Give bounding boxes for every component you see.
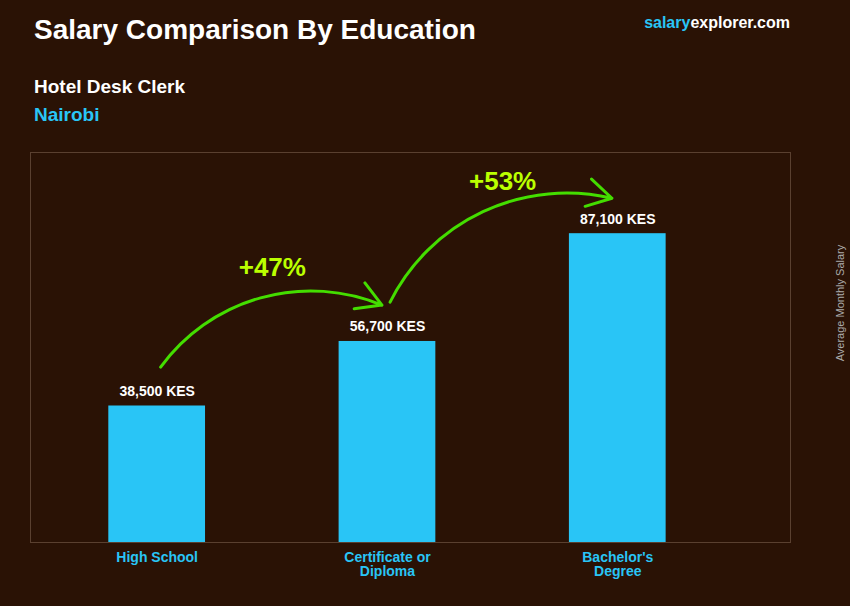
svg-text:87,100 KES: 87,100 KES: [580, 211, 656, 227]
html-text:Nairobi: Nairobi: [34, 104, 100, 125]
svg-text:Bachelor'sDegree: Bachelor'sDegree: [582, 549, 653, 579]
html-text:Average Monthly Salary: Average Monthly Salary: [834, 244, 846, 362]
svg-text:56,700 KES: 56,700 KES: [350, 318, 426, 334]
svg-text:+47%: +47%: [239, 252, 306, 282]
svg-text:38,500 KES: 38,500 KES: [119, 383, 195, 399]
svg-text:Certificate orDiploma: Certificate orDiploma: [344, 549, 431, 579]
svg-text:+53%: +53%: [469, 166, 536, 196]
svg-text:High School: High School: [116, 549, 198, 565]
html-text:salary explorer.com: salary explorer.com: [644, 14, 790, 31]
html-text:Salary Comparison By Education: Salary Comparison By Education: [34, 14, 476, 45]
html-text:Hotel Desk Clerk: Hotel Desk Clerk: [34, 76, 185, 97]
